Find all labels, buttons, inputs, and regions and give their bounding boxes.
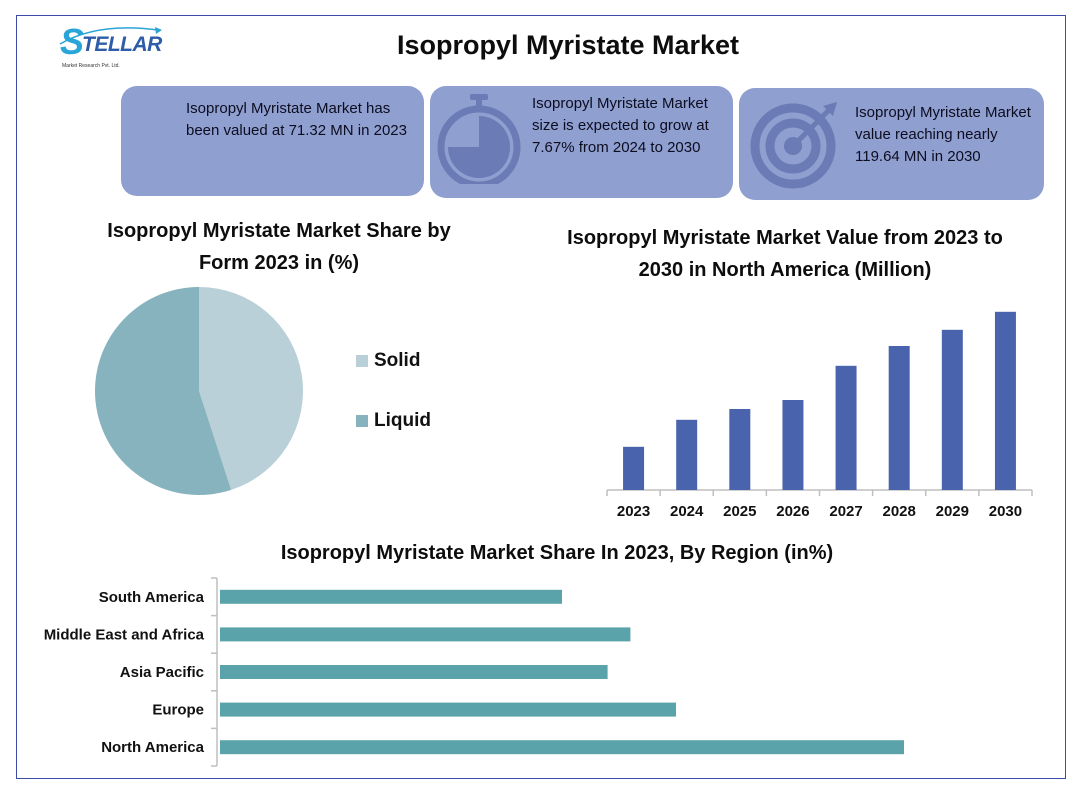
logo-mark: S TELLAR [59,21,164,62]
bar-2025 [729,409,751,490]
region-chart-title: Isopropyl Myristate Market Share In 2023… [280,542,834,564]
x-tick-label: 2027 [829,503,862,520]
x-tick-label: 2030 [989,503,1022,520]
region-bar-chart: South America Middle East and Africa Asia … [44,577,904,767]
stellar-logo: S TELLAR Market Research Pvt. Ltd. [58,20,168,72]
region-bar-north-america [220,740,904,755]
stat-card-forecast: Isopropyl Myristate Market value reachin… [739,88,1044,200]
bar-2027 [835,365,857,490]
bar-chart: 2023 2024 2025 2026 2027 2028 2029 2030 [606,311,1033,520]
legend-label-liquid: Liquid [374,410,431,431]
legend-swatch-liquid [356,415,368,427]
x-tick-label: 2029 [936,503,969,520]
pie-chart-title: Isopropyl Myristate Market Share by Form… [107,220,451,274]
svg-text:TELLAR: TELLAR [82,33,163,56]
pie-chart [95,287,304,495]
x-tick-label: 2024 [670,503,704,520]
region-bar-europe [220,702,676,717]
pie-slice-solid [199,287,304,490]
bar-2028 [888,346,910,490]
stat-card-forecast-text: Isopropyl Myristate Market value reachin… [855,104,1031,165]
y-tick-label: South America [99,589,205,606]
x-tick-label: 2023 [617,503,650,520]
bar-2023 [623,446,645,490]
stat-card-growth: Isopropyl Myristate Market size is expec… [430,86,733,198]
bar-2024 [676,419,698,490]
stat-card-valuation: Isopropyl Myristate Market has been valu… [121,86,424,196]
x-tick-label: 2025 [723,503,756,520]
logo-subtext: Market Research Pvt. Ltd. [62,63,120,69]
stopwatch-icon [437,94,521,184]
y-tick-label: Middle East and Africa [44,626,205,643]
x-tick-label: 2026 [776,503,809,520]
bar-2026 [782,400,804,490]
bar-chart-title: Isopropyl Myristate Market Value from 20… [567,227,1003,281]
pie-slice-liquid [95,287,232,495]
target-icon [750,102,837,189]
page-title: Isopropyl Myristate Market [396,30,740,60]
legend-swatch-solid [356,355,368,367]
stat-card-valuation-text: Isopropyl Myristate Market has been valu… [186,100,407,139]
infographic-frame [16,15,1066,779]
legend-label-solid: Solid [374,350,421,371]
region-bar-south-america [220,589,562,604]
stat-card-growth-text: Isopropyl Myristate Market size is expec… [532,95,709,156]
legend-item-solid: Solid [356,350,420,372]
bar-2030 [994,311,1016,490]
y-tick-label: Asia Pacific [120,664,204,681]
region-bar-asia-pacific [220,665,608,679]
x-tick-label: 2028 [883,503,916,520]
legend-item-liquid: Liquid [356,410,431,432]
bar-2029 [941,329,963,490]
y-tick-label: Europe [152,702,204,719]
region-bar-middle-east-and-africa [220,627,631,642]
y-tick-label: North America [101,739,204,756]
